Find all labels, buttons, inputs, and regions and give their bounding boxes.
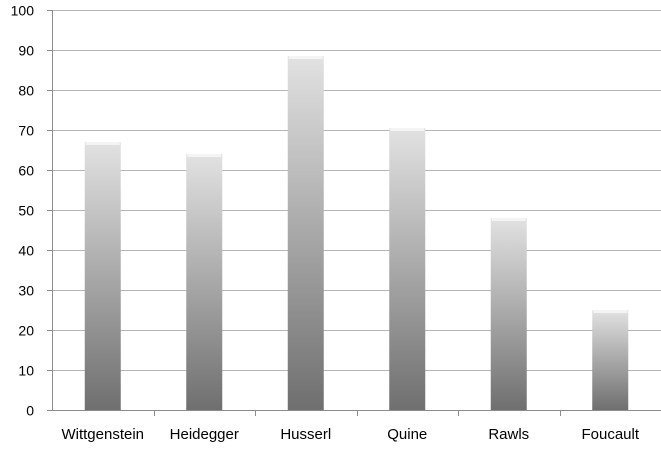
axes: [47, 10, 661, 416]
bar-cap: [187, 154, 221, 157]
y-tick-label: 20: [18, 323, 34, 339]
y-tick-label: 100: [11, 3, 35, 19]
bar-heidegger: [186, 154, 222, 410]
y-tick-label: 60: [18, 163, 34, 179]
x-tick-label: Rawls: [488, 426, 529, 443]
bars: [85, 56, 629, 410]
bar-wittgenstein: [85, 142, 121, 410]
y-tick-label: 0: [26, 403, 34, 419]
bar-cap: [390, 128, 424, 131]
y-tick-labels: 0 10 20 30 40 50 60 70 80 90 100: [11, 3, 35, 419]
x-tick-labels: Wittgenstein Heidegger Husserl Quine Rawls Fo…: [61, 426, 639, 443]
bar-rawls: [491, 218, 527, 410]
x-tick-label: Heidegger: [170, 426, 239, 443]
x-tick-label: Quine: [387, 426, 427, 443]
gridlines: [52, 11, 661, 371]
y-tick-label: 40: [18, 243, 34, 259]
bar-cap: [492, 218, 526, 221]
bar-cap: [86, 142, 120, 145]
bar-cap: [289, 56, 323, 59]
y-tick-label: 80: [18, 83, 34, 99]
x-tick-label: Foucault: [581, 426, 639, 443]
x-tick-label: Husserl: [280, 426, 331, 443]
bar-quine: [389, 128, 425, 410]
y-tick-label: 90: [18, 43, 34, 59]
bar-cap: [593, 310, 627, 313]
y-tick-label: 30: [18, 283, 34, 299]
x-tick-label: Wittgenstein: [61, 426, 144, 443]
bar-husserl: [288, 56, 324, 410]
y-tick-label: 10: [18, 363, 34, 379]
y-tick-label: 50: [18, 203, 34, 219]
y-tick-label: 70: [18, 123, 34, 139]
bar-foucault: [592, 310, 628, 410]
